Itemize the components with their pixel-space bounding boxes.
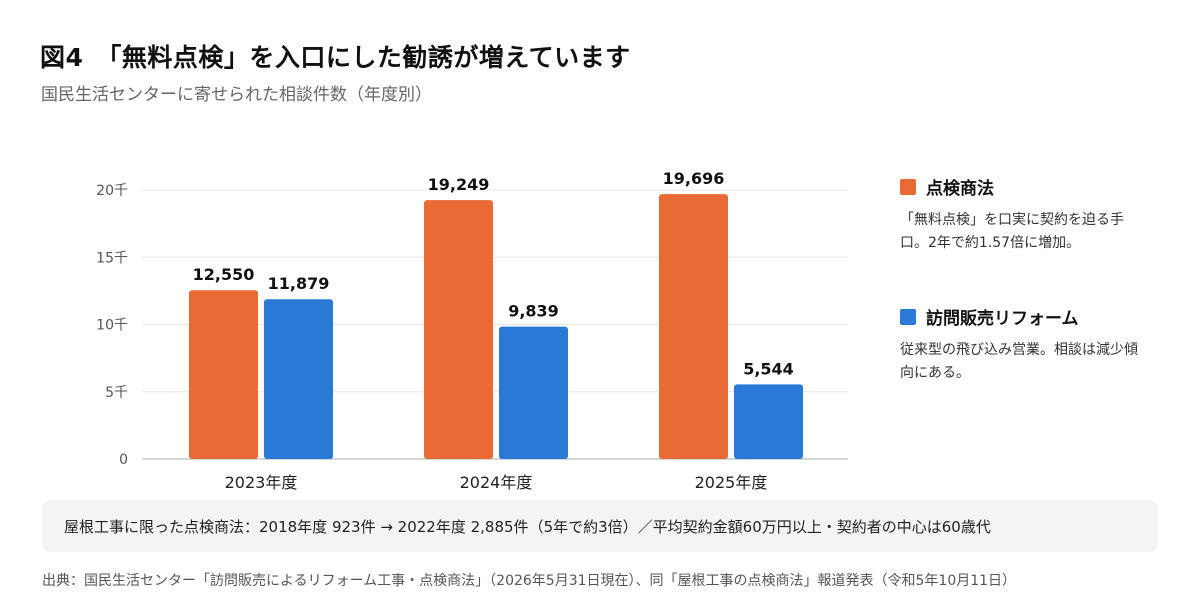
legend-label-houmon: 訪問販売リフォーム (926, 309, 1079, 329)
chart-subtitle: 国民生活センターに寄せられた相談件数（年度別） (41, 85, 432, 105)
legend-swatch-houmon (900, 308, 916, 325)
legend-item-houmon: 訪問販売リフォーム 従来型の飛び込み営業。相談は減少傾向にある。 (900, 304, 1170, 385)
source-citation: 出典：国民生活センター「訪問販売によるリフォーム工事・点検商法」（2026年5月… (42, 573, 1017, 589)
data-label: 19,696 (663, 169, 725, 188)
bar (189, 290, 258, 459)
bar (734, 384, 803, 459)
y-tick-label: 5千 (105, 385, 128, 401)
legend-desc-houmon: 従来型の飛び込み営業。相談は減少傾向にある。 (900, 342, 1138, 382)
chart-title: 図4 「無料点検」を入口にした勧誘が増えています (40, 43, 631, 72)
bar (264, 299, 333, 459)
bar (659, 194, 728, 459)
x-tick-label: 2025年度 (695, 473, 768, 492)
y-tick-label: 0 (119, 452, 128, 468)
data-label: 5,544 (743, 359, 794, 378)
y-tick-label: 20千 (96, 183, 128, 199)
legend-label-tenken: 点検商法 (926, 179, 994, 199)
data-label: 9,839 (508, 302, 559, 321)
note-box: 屋根工事に限った点検商法：2018年度 923件 → 2022年度 2,885件… (42, 500, 1158, 552)
y-tick-label: 10千 (96, 318, 128, 334)
bar (499, 326, 568, 459)
x-tick-label: 2023年度 (225, 473, 298, 492)
x-tick-label: 2024年度 (460, 473, 533, 492)
legend-swatch-tenken (900, 178, 916, 195)
bar (424, 200, 493, 459)
data-label: 19,249 (428, 175, 490, 194)
y-tick-label: 15千 (96, 250, 128, 266)
data-label: 12,550 (193, 265, 255, 284)
data-label: 11,879 (268, 274, 330, 293)
bar-chart: 0 5千 10千 15千 20千 12,550 11,879 2023年度 19,249 9,83… (96, 169, 848, 492)
legend-desc-tenken: 「無料点検」を口実に契約を迫る手口。2年で約1.57倍に増加。 (900, 212, 1124, 252)
note-text: 屋根工事に限った点検商法：2018年度 923件 → 2022年度 2,885件… (64, 517, 991, 536)
legend-item-tenken: 点検商法 「無料点検」を口実に契約を迫る手口。2年で約1.57倍に増加。 (900, 174, 1170, 255)
